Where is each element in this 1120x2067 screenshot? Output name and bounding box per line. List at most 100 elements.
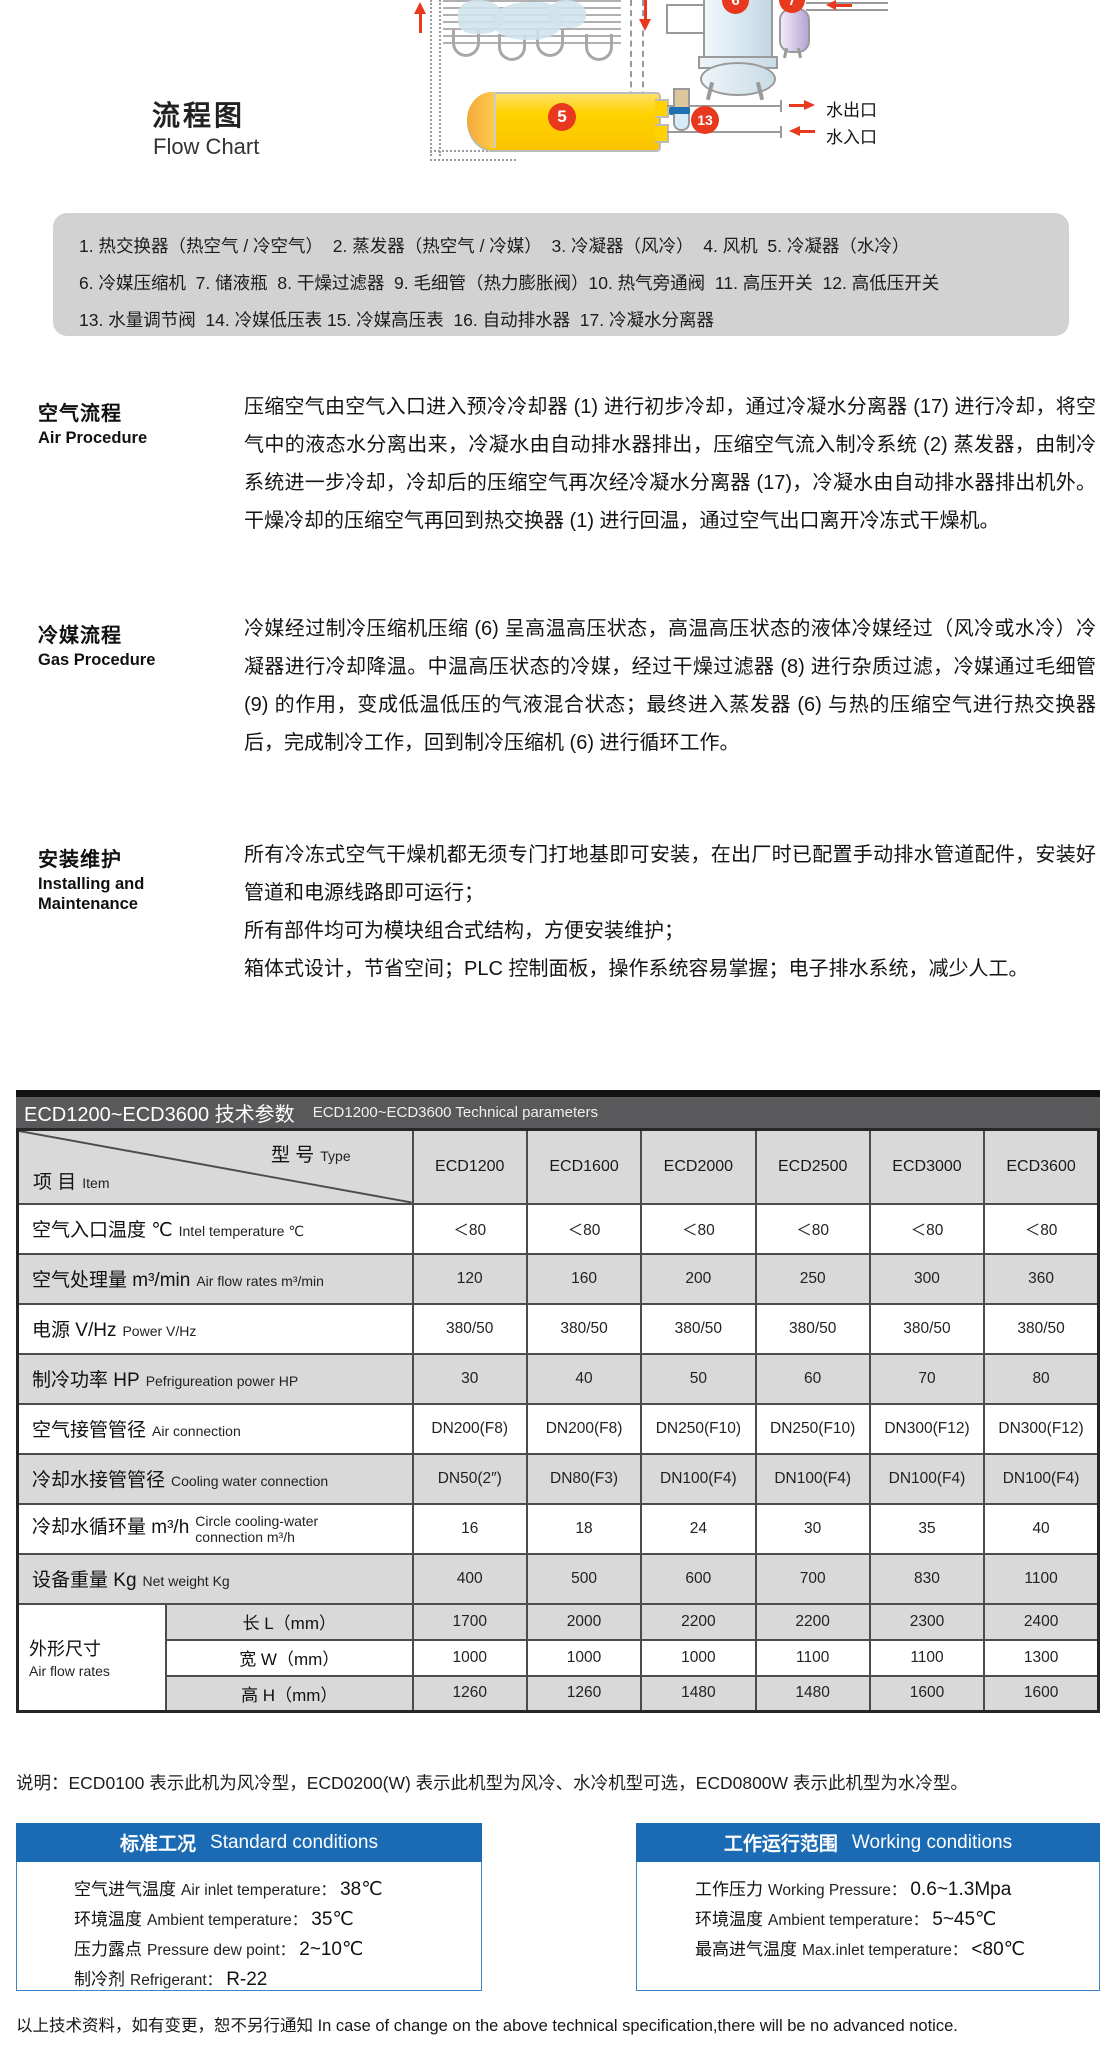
value-cell: DN100(F4) xyxy=(754,1452,871,1505)
section-paragraph: 冷媒经过制冷压缩机压缩 (6) 呈高温高压状态，高温高压状态的液体冷媒经过（风冷… xyxy=(244,618,1096,754)
table-row: 制冷功率 HP Pefrigureation power HP 30 40 50 60 70… xyxy=(16,1352,1100,1405)
diagonal-divider xyxy=(19,1131,412,1203)
dimension-sublabel-cell: 长 L（mm） xyxy=(164,1602,414,1641)
table-row: 外形尺寸 Air flow rates 长 L（mm） 1700 2000 2200 220… xyxy=(16,1602,1100,1713)
legend-line: 13. 水量调节阀 14. 冷媒低压表 15. 冷媒高压表 16. 自动排水器 … xyxy=(79,310,714,330)
value-cell: 35 xyxy=(868,1502,986,1555)
value-cell: 1260 xyxy=(525,1674,643,1713)
table-row: 高 H（mm） 1260 1260 1480 1480 1600 1600 xyxy=(18,1674,1100,1713)
pipe-end-tick xyxy=(780,126,782,138)
coil-loop-icon xyxy=(452,30,480,57)
table-title-en: ECD1200~ECD3600 Technical parameters xyxy=(312,1104,598,1121)
flow-chart-title-zh: 流程图 xyxy=(152,100,246,131)
tank-6-icon xyxy=(700,62,776,96)
right-arrow-icon xyxy=(804,100,815,110)
value-cell: DN100(F4) xyxy=(640,1452,757,1505)
legend-line: 1. 热交换器（热空气 / 冷空气） 2. 蒸发器（热空气 / 冷媒） 3. 冷… xyxy=(79,236,910,256)
value-cell: 70 xyxy=(868,1352,986,1405)
pipe-end-tick xyxy=(780,100,782,112)
condition-row: 工作压力 Working Pressure： 0.6~1.3Mpa xyxy=(695,1879,1012,1900)
corner-item-label: 项 目 Item xyxy=(33,1171,110,1193)
pipe-line xyxy=(806,2,888,4)
flow-chart-title-en: Flow Chart xyxy=(153,134,260,159)
table-row: 宽 W（mm） 1000 1000 1000 1100 1100 1300 xyxy=(18,1638,1100,1677)
section-title-en: Gas Procedure xyxy=(38,651,156,669)
value-cell: DN200(F8) xyxy=(525,1402,643,1455)
section-title-en: Installing and Maintenance xyxy=(38,875,145,913)
box-header-zh: 标准工况 xyxy=(120,1834,197,1855)
value-cell: DN300(F12) xyxy=(983,1402,1100,1455)
value-cell: 1480 xyxy=(640,1674,757,1713)
model-header-cell: ECD2000 xyxy=(640,1128,757,1205)
row-label-cell: 空气接管管径 Air connection xyxy=(16,1402,414,1455)
table-row: 空气接管管径 Air connection DN200(F8) DN200(F8) DN… xyxy=(16,1402,1100,1455)
value-cell: 830 xyxy=(868,1552,986,1605)
fan-air-icon xyxy=(548,0,586,28)
value-cell: 1100 xyxy=(983,1552,1100,1605)
value-cell: 1600 xyxy=(983,1674,1100,1713)
table-title-top-rule xyxy=(16,1090,1100,1097)
left-arrow-icon xyxy=(789,126,800,136)
working-conditions-box: 工作运行范围 Working conditions 工作压力 Working Pr… xyxy=(636,1823,1100,1991)
value-cell: 30 xyxy=(754,1502,871,1555)
value-cell: 1700 xyxy=(411,1602,528,1641)
section-title-zh: 冷媒流程 xyxy=(38,625,122,647)
value-cell: 300 xyxy=(868,1252,986,1305)
box-header-zh: 工作运行范围 xyxy=(723,1834,838,1855)
value-cell: 380/50 xyxy=(983,1302,1100,1355)
row-label-cell: 制冷功率 HP Pefrigureation power HP xyxy=(16,1352,414,1405)
value-cell: ＜80 xyxy=(525,1202,643,1255)
value-cell: 700 xyxy=(754,1552,871,1605)
value-cell: 60 xyxy=(754,1352,871,1405)
model-naming-note: 说明：ECD0100 表示此机为风冷型，ECD0200(W) 表示此机型为风冷、… xyxy=(16,1773,968,1793)
condition-row: 环境温度 Ambient temperature： 5~45℃ xyxy=(695,1909,997,1930)
box-header-en: Working conditions xyxy=(851,1831,1013,1853)
value-cell: 500 xyxy=(525,1552,643,1605)
value-cell: 16 xyxy=(411,1502,528,1555)
row-label-cell: 空气处理量 m³/min Air flow rates m³/min xyxy=(16,1252,414,1305)
disclaimer-line: 以上技术资料，如有变更，恕不另行通知 In case of change on … xyxy=(16,2017,958,2035)
section-head-gas: 冷媒流程 Gas Procedure xyxy=(38,619,238,671)
value-cell: 1000 xyxy=(411,1638,528,1677)
up-arrow-icon xyxy=(419,13,422,33)
water-outlet-label: 水出口 xyxy=(826,101,877,120)
value-cell: ＜80 xyxy=(983,1202,1100,1255)
value-cell: 80 xyxy=(983,1352,1100,1405)
value-cell: 2000 xyxy=(525,1602,643,1641)
section-paragraph: 所有冷冻式空气干燥机都无须专门打地基即可安装，在出厂时已配置手动排水管道配件，安… xyxy=(244,844,1096,904)
table-row: 冷却水接管管径 Cooling water connection DN50(2″) D… xyxy=(16,1452,1100,1505)
model-header-cell: ECD1200 xyxy=(411,1128,528,1205)
row-label-cell: 空气入口温度 ℃ Intel temperature ℃ xyxy=(16,1202,414,1255)
value-cell: 360 xyxy=(983,1252,1100,1305)
corner-type-label: 型 号 Type xyxy=(271,1145,351,1166)
condition-row: 空气进气温度 Air inlet temperature： 38℃ xyxy=(74,1879,383,1900)
technical-parameters-table: 型 号 Type 项 目 Item ECD1200 ECD1600 ECD2000 ECD25… xyxy=(16,1128,1100,1713)
value-cell: 1480 xyxy=(754,1674,871,1713)
badge-7: 7 xyxy=(779,0,805,13)
row-label-cell: 设备重量 Kg Net weight Kg xyxy=(16,1552,414,1605)
value-cell: 2400 xyxy=(983,1602,1100,1641)
value-cell: 2200 xyxy=(640,1602,757,1641)
value-cell: 1300 xyxy=(983,1638,1100,1677)
tank-leg-icon xyxy=(782,47,789,59)
value-cell: 160 xyxy=(525,1252,643,1305)
condition-row: 制冷剂 Refrigerant： R-22 xyxy=(74,1969,268,1990)
row-label-cell: 冷却水循环量 m³/h Circle cooling-water connecti… xyxy=(16,1502,414,1555)
standard-conditions-body: 空气进气温度 Air inlet temperature： 38℃ 环境温度 Ambie… xyxy=(16,1862,482,1991)
coil-loop-icon xyxy=(498,34,526,61)
model-header-cell: ECD2500 xyxy=(754,1128,871,1205)
value-cell: 380/50 xyxy=(640,1302,757,1355)
value-cell: 380/50 xyxy=(525,1302,643,1355)
value-cell: 40 xyxy=(983,1502,1100,1555)
value-cell: 1000 xyxy=(640,1638,757,1677)
value-cell: 1600 xyxy=(868,1674,986,1713)
value-cell: DN80(F3) xyxy=(525,1452,643,1505)
value-cell: 200 xyxy=(640,1252,757,1305)
section-paragraph: 压缩空气由空气入口进入预冷冷却器 (1) 进行初步冷却，通过冷凝水分离器 (17… xyxy=(244,396,1096,532)
value-cell: DN100(F4) xyxy=(983,1452,1100,1505)
table-title-zh: ECD1200~ECD3600 技术参数 xyxy=(24,1104,295,1126)
value-cell: 380/50 xyxy=(411,1302,528,1355)
up-arrow-icon xyxy=(414,2,426,14)
pipe-elbow-icon xyxy=(666,4,708,34)
air-duct-dotted-line xyxy=(430,0,441,156)
